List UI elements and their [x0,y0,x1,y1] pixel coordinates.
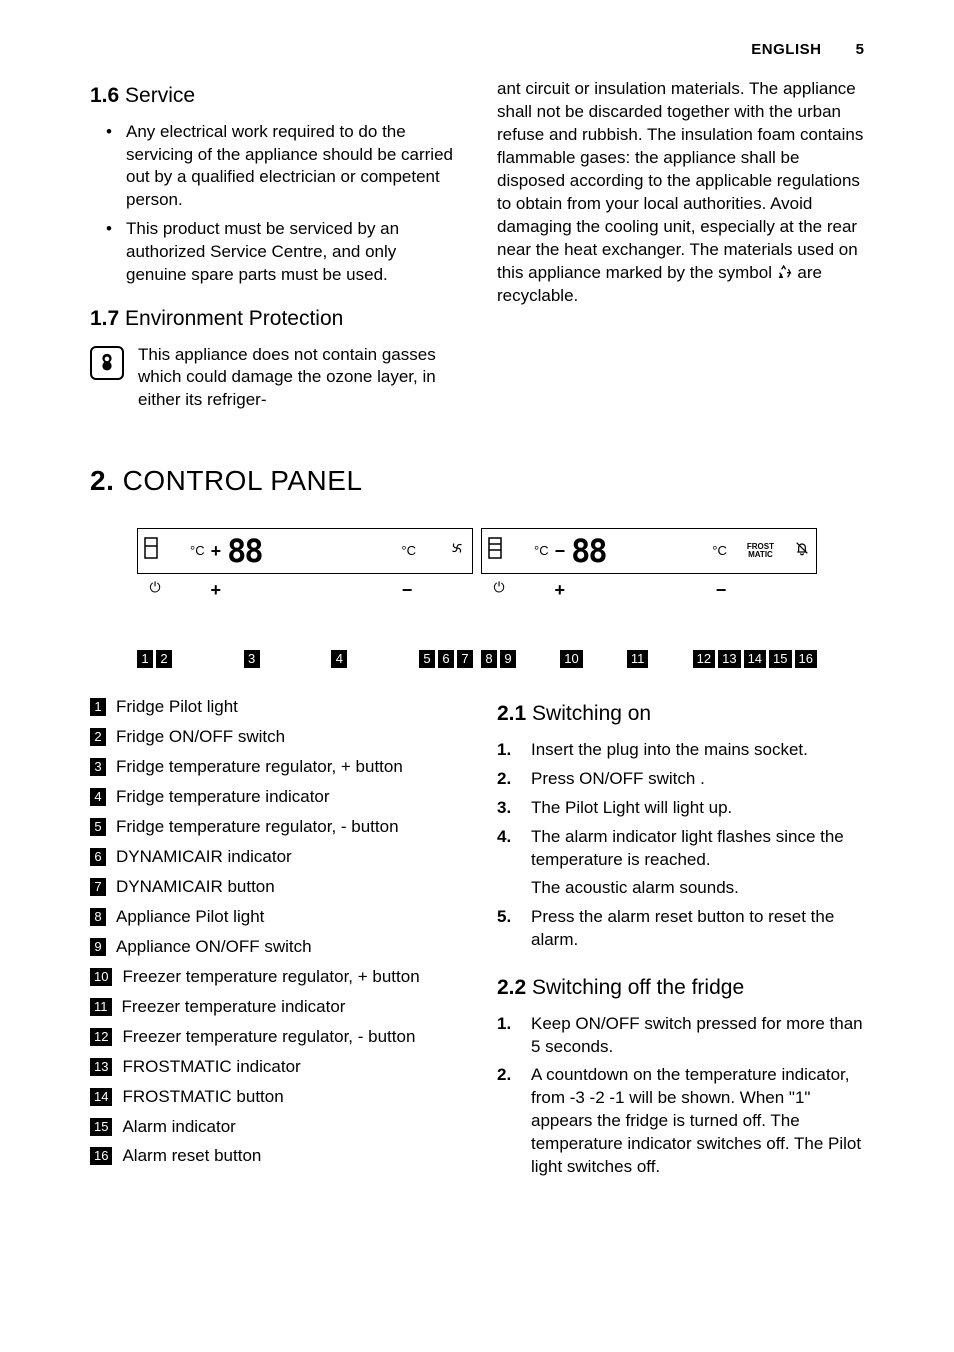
callout-box: 2 [156,650,172,668]
legend-item: 7DYNAMICAIR button [90,876,457,899]
switching-off-steps: Keep ON/OFF switch pressed for more than… [497,1013,864,1180]
power-icon: ⏻ [143,578,167,602]
callout-box: 11 [627,650,649,668]
callout-box: 14 [744,650,766,668]
minus-indicator: − [555,539,566,563]
step-text: The alarm indicator light flashes since … [531,826,864,901]
fridge-icon [144,537,158,566]
page-header: ENGLISH 5 [90,40,864,60]
step-text: Insert the plug into the mains socket. [531,739,864,762]
deg-c-label: °C [401,542,416,560]
deg-c-label: °C [712,542,727,560]
legend-item: 3Fridge temperature regulator, + button [90,756,457,779]
legend-item: 14FROSTMATIC button [90,1086,457,1109]
service-bullet: This product must be serviced by an auth… [112,218,457,287]
callout-box: 10 [560,650,582,668]
control-panel-diagram: °C + 88 °C ⏻ + − °C − [137,528,817,668]
panel-fridge-half: °C + 88 °C ⏻ + − [137,528,473,602]
callout-box: 6 [438,650,454,668]
callout-box: 3 [244,650,260,668]
service-bullet: Any electrical work required to do the s… [112,121,457,213]
heading-2-1: 2.1 Switching on [497,700,864,728]
callout-box: 5 [419,650,435,668]
legend-item: 15Alarm indicator [90,1116,457,1139]
heading-2-2: 2.2 Switching off the fridge [497,974,864,1002]
frostmatic-label: FROST MATIC [747,543,774,559]
legend-item: 1Fridge Pilot light [90,696,457,719]
legend-item: 11Freezer temperature indicator [90,996,457,1019]
page-number: 5 [856,41,864,58]
legend-item: 2Fridge ON/OFF switch [90,726,457,749]
legend-column: 1Fridge Pilot light 2Fridge ON/OFF switc… [90,696,457,1185]
callout-box: 8 [481,650,497,668]
plus-button-label: + [167,578,221,602]
environment-text-right: ant circuit or insulation materials. The… [497,78,864,307]
bottom-columns: 1Fridge Pilot light 2Fridge ON/OFF switc… [90,696,864,1185]
callout-box: 12 [693,650,715,668]
fan-icon [448,539,466,564]
plus-indicator: + [211,539,222,563]
procedures-column: 2.1 Switching on Insert the plug into th… [497,696,864,1185]
step-text: Press ON/OFF switch . [531,768,864,791]
right-column: ant circuit or insulation materials. The… [497,78,864,412]
heading-1-6: 1.6 Service [90,82,457,110]
legend-list: 1Fridge Pilot light 2Fridge ON/OFF switc… [90,696,457,1168]
environment-text-left: This appliance does not contain gasses w… [138,344,457,413]
legend-item: 12Freezer temperature regulator, - butto… [90,1026,457,1049]
legend-item: 16Alarm reset button [90,1145,457,1168]
environment-icon [90,346,124,380]
minus-button-label: − [701,578,741,602]
step-text: A countdown on the temperature indicator… [531,1064,864,1179]
callout-box: 7 [457,650,473,668]
callout-box: 13 [718,650,740,668]
legend-item: 10Freezer temperature regulator, + butto… [90,966,457,989]
recycle-icon [777,263,793,282]
freezer-icon [488,537,502,566]
language-label: ENGLISH [751,41,821,58]
callout-box: 1 [137,650,153,668]
legend-item: 6DYNAMICAIR indicator [90,846,457,869]
legend-item: 4Fridge temperature indicator [90,786,457,809]
callout-box: 15 [769,650,791,668]
legend-item: 8Appliance Pilot light [90,906,457,929]
plus-button-label: + [511,578,565,602]
fridge-display: 88 [227,530,262,573]
legend-item: 5Fridge temperature regulator, - button [90,816,457,839]
deg-c-label: °C [534,542,549,560]
heading-1-7: 1.7 Environment Protection [90,305,457,333]
switching-on-steps: Insert the plug into the mains socket. P… [497,739,864,953]
minus-button-label: − [387,578,427,602]
step-text: The Pilot Light will light up. [531,797,864,820]
step-text: Press the alarm reset button to reset th… [531,906,864,952]
callout-box: 9 [500,650,516,668]
callout-box: 4 [331,650,347,668]
deg-c-label: °C [190,542,205,560]
environment-row: This appliance does not contain gasses w… [90,344,457,413]
freezer-display: 88 [571,530,606,573]
legend-item: 13FROSTMATIC indicator [90,1056,457,1079]
callout-box: 16 [795,650,817,668]
heading-2: 2. CONTROL PANEL [90,462,864,500]
power-icon: ⏻ [487,578,511,602]
service-bullets: Any electrical work required to do the s… [90,121,457,288]
panel-freezer-half: °C − 88 °C FROST MATIC ⏻ + − [481,528,817,602]
step-text: Keep ON/OFF switch pressed for more than… [531,1013,864,1059]
left-column: 1.6 Service Any electrical work required… [90,78,457,412]
legend-item: 9Appliance ON/OFF switch [90,936,457,959]
top-columns: 1.6 Service Any electrical work required… [90,78,864,412]
alarm-icon [794,539,810,564]
